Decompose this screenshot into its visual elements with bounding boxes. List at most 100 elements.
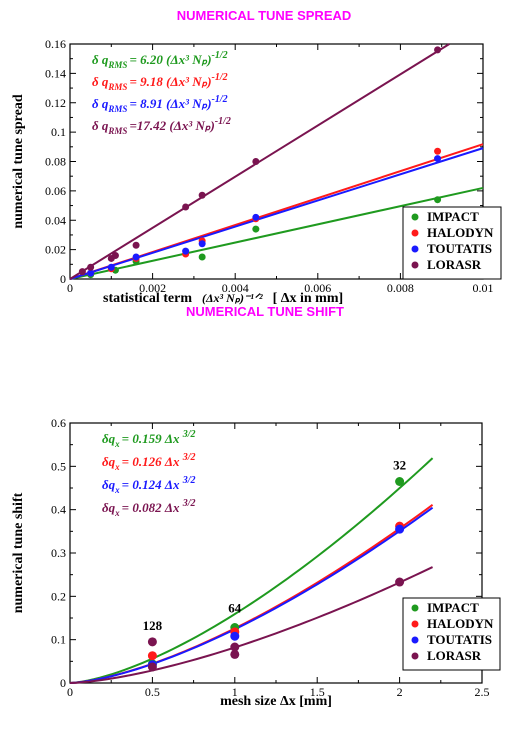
formula-coefficient: = 0.126 xyxy=(122,454,162,469)
data-point-impact xyxy=(434,196,442,204)
x-tick-label: 0.006 xyxy=(304,281,331,295)
data-point-lorasr xyxy=(147,662,157,672)
data-point-lorasr xyxy=(198,191,206,199)
legend-marker-impact xyxy=(411,213,419,221)
y-tick-label: 0.1 xyxy=(51,125,66,139)
y-tick-label: 0.04 xyxy=(45,213,66,227)
data-point-lorasr xyxy=(395,577,405,587)
formula-body: (Δx³ Nₚ) xyxy=(163,52,212,67)
x-tick-label: 1 xyxy=(232,685,238,699)
legend-marker-lorasr xyxy=(411,652,419,660)
formula-coefficient: = 0.159 xyxy=(122,431,162,446)
x-tick-label: 1.5 xyxy=(310,685,325,699)
formula-prefix: δ q xyxy=(92,52,109,67)
tune-shift-chart: 0 0.5 1 1.5 2 2.5 0 0.1 0.2 0.3 0.4 0.5 0.6 numerical… xyxy=(11,416,501,709)
x-axis-label: statistical term (Δx³ Nₚ)⁻¹ᐟ² [ Δx in mm] xyxy=(103,291,343,306)
data-point-lorasr xyxy=(230,642,240,652)
x-tick-label: 0 xyxy=(67,281,73,295)
formula-prefix: δq xyxy=(102,454,116,469)
legend-marker-toutatis xyxy=(411,636,419,644)
legend-label-halodyn: HALODYN xyxy=(427,225,494,240)
fit-curve-lorasr xyxy=(69,566,433,684)
data-point-impact xyxy=(395,477,405,486)
legend-box xyxy=(402,597,501,671)
data-point-lorasr xyxy=(78,268,86,276)
fit-formula-impact: δqx = 0.159 Δx 3/2 xyxy=(102,429,196,449)
tune-spread-chart: 0 0.002 0.004 0.006 0.008 0.01 0 0.02 0.04 0.06 0.… xyxy=(11,37,502,306)
legend-label-impact: IMPACT xyxy=(427,600,479,615)
formula-subscript: x xyxy=(114,485,120,495)
y-tick-label: 0.12 xyxy=(45,96,66,110)
formula-body: Δx xyxy=(162,431,183,446)
formula-body: (Δx³ Nₚ) xyxy=(163,74,212,89)
formula-exponent: 3/2 xyxy=(182,452,196,463)
legend-marker-impact xyxy=(411,604,419,612)
formula-body: Δx xyxy=(162,477,183,492)
formula-subscript: RMS xyxy=(107,82,127,92)
data-point-lorasr xyxy=(147,637,157,647)
y-tick-label: 0.08 xyxy=(45,155,66,169)
x-axis-label-unit: [ Δx in mm] xyxy=(273,291,344,306)
point-label: 128 xyxy=(143,618,163,633)
y-tick-label: 0.06 xyxy=(45,184,66,198)
legend-label-impact: IMPACT xyxy=(427,209,479,224)
formula-coefficient: = 8.91 xyxy=(129,96,162,111)
data-point-toutatis xyxy=(395,524,405,534)
legend-label-toutatis: TOUTATIS xyxy=(427,241,492,256)
y-tick-label: 0.02 xyxy=(45,243,66,257)
legend-label-toutatis: TOUTATIS xyxy=(427,632,492,647)
data-point-lorasr xyxy=(132,241,140,249)
point-label: 32 xyxy=(393,458,406,473)
formula-body: (Δx³ Nₚ) xyxy=(166,118,215,133)
formula-body: Δx xyxy=(162,454,183,469)
data-point-lorasr xyxy=(111,252,119,259)
data-point-toutatis xyxy=(230,631,240,641)
formula-coefficient: = 6.20 xyxy=(129,52,163,67)
x-axis-label-text: statistical term xyxy=(103,291,192,306)
y-tick-label: 0 xyxy=(60,676,66,690)
data-point-halodyn xyxy=(434,147,442,155)
fit-line-lorasr xyxy=(69,43,450,280)
fit-formula-halodyn: δ qRMS = 9.18 (Δx³ Nₚ)-1/2 xyxy=(92,72,228,92)
data-point-toutatis xyxy=(182,247,190,255)
formula-exponent: -1/2 xyxy=(215,116,231,127)
y-tick-label: 0.14 xyxy=(45,66,66,80)
data-point-lorasr xyxy=(230,649,240,659)
formula-subscript: RMS xyxy=(107,104,127,114)
data-point-toutatis xyxy=(252,213,260,221)
x-tick-label: 0.01 xyxy=(473,281,494,295)
data-point-lorasr xyxy=(87,263,95,271)
formula-subscript: x xyxy=(114,508,120,518)
data-point-lorasr xyxy=(182,203,190,211)
x-tick-label: 0.004 xyxy=(222,281,249,295)
fit-formula-lorasr: δqx = 0.082 Δx 3/2 xyxy=(102,498,196,518)
data-point-halodyn xyxy=(147,651,157,661)
fit-formula-lorasr: δ qRMS =17.42 (Δx³ Nₚ)-1/2 xyxy=(92,116,231,136)
data-point-toutatis xyxy=(87,269,95,277)
y-tick-label: 0.1 xyxy=(51,633,66,647)
x-tick-label: 0.002 xyxy=(139,281,166,295)
y-tick-label: 0.3 xyxy=(51,546,66,560)
formula-exponent: 3/2 xyxy=(182,498,196,509)
data-point-toutatis xyxy=(107,263,115,271)
y-tick-label: 0 xyxy=(60,272,66,286)
formula-prefix: δq xyxy=(102,500,116,515)
fit-curve-halodyn xyxy=(69,504,434,684)
formula-subscript: RMS xyxy=(107,126,127,136)
x-tick-label: 0.008 xyxy=(387,281,414,295)
point-label: 64 xyxy=(228,601,242,616)
y-tick-label: 0.16 xyxy=(45,37,66,51)
fit-formula-toutatis: δqx = 0.124 Δx 3/2 xyxy=(102,475,196,495)
formula-subscript: RMS xyxy=(107,60,127,70)
formula-exponent: 3/2 xyxy=(182,475,196,486)
x-tick-label: 2 xyxy=(397,685,403,699)
formula-coefficient: = 0.124 xyxy=(122,477,162,492)
fit-formula-impact: δ qRMS = 6.20 (Δx³ Nₚ)-1/2 xyxy=(92,50,228,70)
formula-exponent: -1/2 xyxy=(212,50,228,61)
legend-label-lorasr: LORASR xyxy=(427,648,482,663)
formula-prefix: δ q xyxy=(92,74,109,89)
legend-marker-toutatis xyxy=(411,245,419,253)
legend-box xyxy=(402,206,502,280)
formula-subscript: x xyxy=(114,462,120,472)
